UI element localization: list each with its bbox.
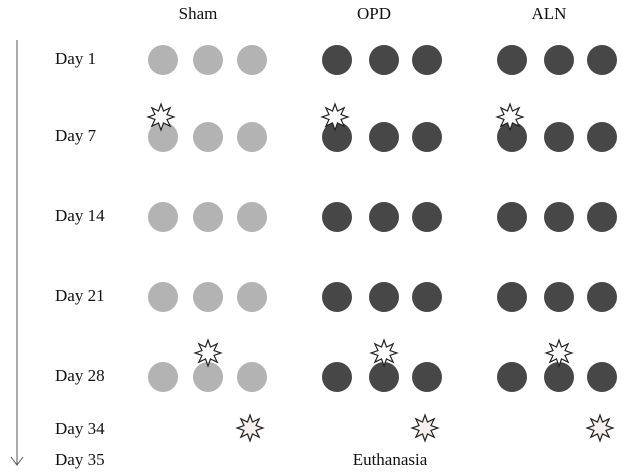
event-star	[194, 339, 222, 367]
event-star	[411, 414, 439, 442]
animal	[497, 202, 527, 232]
event-star	[147, 103, 175, 131]
event-star	[236, 414, 264, 442]
animal	[497, 122, 527, 152]
animal	[544, 122, 574, 152]
event-star	[586, 414, 614, 442]
animal	[322, 362, 352, 392]
group-label: OPD	[357, 4, 391, 23]
animal	[412, 45, 442, 75]
animal	[412, 362, 442, 392]
animal	[369, 362, 399, 392]
animal	[369, 202, 399, 232]
day-label: Day 1	[55, 49, 96, 68]
animal	[587, 282, 617, 312]
animal	[237, 202, 267, 232]
animal	[193, 202, 223, 232]
animal	[497, 362, 527, 392]
animal	[237, 122, 267, 152]
group-label: Sham	[179, 4, 218, 23]
animal	[369, 45, 399, 75]
animal	[587, 45, 617, 75]
animal	[193, 122, 223, 152]
animal	[587, 202, 617, 232]
animal	[497, 282, 527, 312]
animal	[412, 122, 442, 152]
event-star	[496, 103, 524, 131]
animal	[148, 202, 178, 232]
event-star	[545, 339, 573, 367]
animal	[322, 122, 352, 152]
animal	[322, 202, 352, 232]
day-label: Day 28	[55, 366, 105, 385]
animal	[148, 282, 178, 312]
event-star	[370, 339, 398, 367]
day-label: Day 35	[55, 450, 105, 469]
animal	[369, 122, 399, 152]
animal	[497, 45, 527, 75]
animal	[544, 45, 574, 75]
day-label: Day 21	[55, 286, 105, 305]
animal	[322, 45, 352, 75]
animal	[322, 282, 352, 312]
animal	[237, 362, 267, 392]
day-label: Day 7	[55, 126, 97, 145]
animal	[369, 282, 399, 312]
animal	[544, 202, 574, 232]
event-star	[321, 103, 349, 131]
animal	[193, 282, 223, 312]
footer-label: Euthanasia	[353, 450, 428, 469]
animal	[237, 282, 267, 312]
animal	[412, 202, 442, 232]
animal	[544, 362, 574, 392]
animal	[237, 45, 267, 75]
animal	[148, 122, 178, 152]
group-label: ALN	[532, 4, 567, 23]
animal	[148, 362, 178, 392]
animal	[587, 122, 617, 152]
animal	[412, 282, 442, 312]
day-label: Day 14	[55, 206, 105, 225]
animal	[544, 282, 574, 312]
animal	[193, 362, 223, 392]
day-label: Day 34	[55, 419, 105, 438]
animal	[193, 45, 223, 75]
timeline-arrowhead	[10, 456, 24, 466]
animal	[587, 362, 617, 392]
animal	[148, 45, 178, 75]
